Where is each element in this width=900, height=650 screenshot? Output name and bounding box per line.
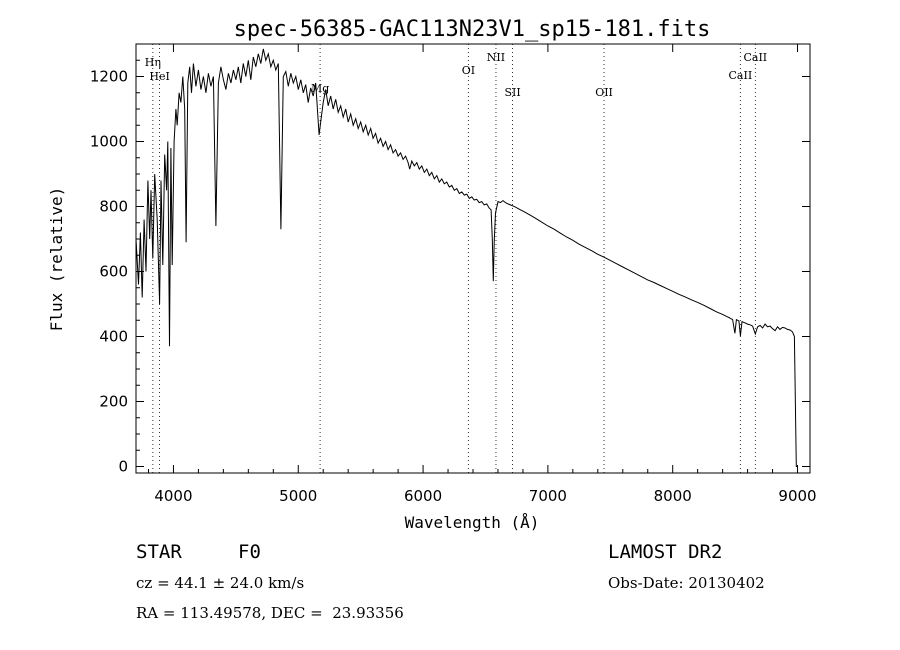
y-tick-label: 800 <box>99 198 128 216</box>
y-tick-label: 400 <box>99 328 128 346</box>
line-marker-label: SII <box>504 86 520 99</box>
chart-title: spec-56385-GAC113N23V1_sp15-181.fits <box>234 17 711 42</box>
y-tick-label: 600 <box>99 263 128 281</box>
line-marker-label: OII <box>595 86 613 99</box>
y-axis: 0 200 400 600 800 1000 1200 <box>90 59 810 476</box>
x-axis-label: Wavelength (Å) <box>405 513 540 532</box>
x-tick-label: 7000 <box>529 487 567 505</box>
object-class: STAR <box>136 541 182 563</box>
x-tick-label: 9000 <box>778 487 816 505</box>
plot-frame <box>135 43 811 474</box>
x-axis: 4000 5000 6000 7000 8000 9000 <box>147 44 817 505</box>
x-tick-label: 6000 <box>404 487 442 505</box>
y-tick-label: 200 <box>99 393 128 411</box>
object-subclass: F0 <box>238 541 261 563</box>
y-tick-label: 0 <box>118 458 128 476</box>
line-marker-label: Hη <box>145 56 161 69</box>
y-axis-label: Flux (relative) <box>47 187 66 332</box>
ra-dec: RA = 113.49578, DEC = 23.93356 <box>136 604 404 622</box>
line-marker-label: CaII <box>729 69 753 82</box>
y-tick-label: 1200 <box>90 68 128 86</box>
x-tick-label: 5000 <box>279 487 317 505</box>
y-tick-label: 1000 <box>90 133 128 151</box>
x-tick-label: 4000 <box>154 487 192 505</box>
line-marker-label: OI <box>462 64 475 77</box>
redshift-cz: cz = 44.1 ± 24.0 km/s <box>136 574 305 592</box>
line-marker-label: CaII <box>743 51 767 64</box>
series-layer <box>135 48 798 467</box>
survey-label: LAMOST DR2 <box>608 541 723 563</box>
observation-date: Obs-Date: 20130402 <box>608 574 765 592</box>
line-marker-label: NII <box>487 51 505 64</box>
spectrum-line <box>135 48 798 467</box>
line-marker-label: HeI <box>149 70 169 83</box>
x-tick-label: 8000 <box>654 487 692 505</box>
